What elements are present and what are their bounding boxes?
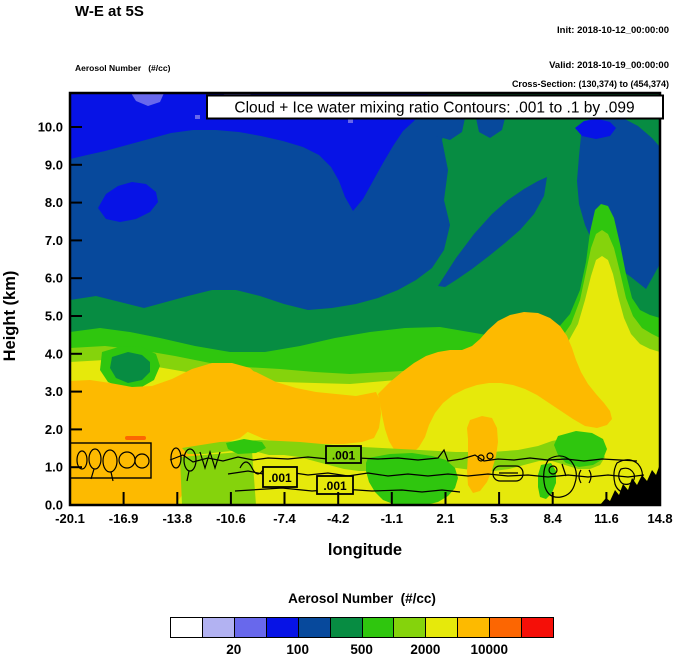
fill-yellowgreen-bottom-left: [180, 451, 256, 505]
x-tick: 8.4: [544, 511, 563, 526]
fill-darkblue-diagonal: [438, 177, 547, 287]
fill-orange-blob: [378, 312, 612, 457]
fill-blue-top-left: [70, 93, 428, 211]
x-axis-labels: -20.1 -16.9 -13.8 -10.6 -7.4 -4.2 -1.1 2…: [55, 511, 672, 526]
x-tick: -10.6: [216, 511, 246, 526]
y-tick: 8.0: [45, 195, 63, 210]
terrain-silhouette: [600, 464, 660, 505]
fill-periwinkle-a: [131, 93, 164, 106]
y-tick: 6.0: [45, 271, 63, 286]
y-tick: 7.0: [45, 233, 63, 248]
colorbar-swatch: [170, 617, 203, 638]
colorbar-swatch: [393, 617, 427, 638]
x-tick: -16.9: [109, 511, 139, 526]
colorbar-swatch: [361, 617, 395, 638]
x-tick: -13.8: [162, 511, 192, 526]
colorbar-tick: 100: [286, 642, 309, 657]
contour-info-text: Cloud + Ice water mixing ratio Contours:…: [234, 100, 634, 117]
init-time: Init: 2018-10-12_00:00:00: [557, 25, 669, 36]
x-tick: 11.6: [594, 511, 619, 526]
fill-redorange-dash: [125, 436, 146, 440]
colorbar-swatch: [297, 617, 331, 638]
y-axis-title: Height (km): [1, 271, 19, 362]
y-axis-labels: 0.0 1.0 2.0 3.0 4.0 5.0 6.0 7.0 8.0 9.0 …: [38, 120, 63, 513]
x-tick: 2.1: [436, 511, 454, 526]
axis-ticks: [69, 126, 661, 506]
colorbar-tick: 500: [350, 642, 373, 657]
fill-green-patch-strip: [226, 439, 266, 454]
colorbar-tick: 2000: [410, 642, 441, 657]
fill-orange-left: [70, 363, 264, 505]
fill-darkblue-patch-a: [428, 118, 465, 140]
y-tick: 2.0: [45, 422, 63, 437]
contour-label-2: .001: [332, 449, 356, 463]
cross-section-plot: .001 .001 .001 Cloud + Ice water mixing …: [1, 91, 673, 559]
x-tick: -20.1: [55, 511, 85, 526]
contour-label-boxes: .001 .001 .001: [262, 445, 362, 495]
colorbar-tick: 10000: [470, 642, 509, 657]
fill-green-patch-bottom: [366, 453, 458, 505]
plot-title: W-E at 5S: [75, 3, 144, 20]
contour-info-box: Cloud + Ice water mixing ratio Contours:…: [206, 94, 664, 120]
colorbar-title: Aerosol Number (#/cc): [288, 591, 436, 606]
colorbar-swatch: [265, 617, 299, 638]
x-tick: 5.3: [490, 511, 508, 526]
x-tick: 14.8: [647, 511, 672, 526]
colorbar-tick: 20: [226, 642, 242, 657]
valid-time: Valid: 2018-10-19_00:00:00: [549, 59, 669, 71]
colorbar-swatch: [233, 617, 267, 638]
fill-darkblue-patch-b: [476, 118, 505, 138]
fill-darkgreen-blob-left: [110, 352, 150, 383]
colorbar-swatch: [201, 617, 235, 638]
fill-blue-blob: [98, 182, 158, 222]
y-tick: 1.0: [45, 460, 63, 475]
y-tick: 10.0: [38, 120, 63, 135]
field-line-aerosol: Aerosol Number (#/cc): [75, 63, 171, 73]
fill-orange-mid: [234, 366, 381, 444]
y-tick: 3.0: [45, 384, 63, 399]
colorbar-swatch: [457, 617, 491, 638]
fill-periwinkle-c: [195, 115, 200, 119]
x-tick: -7.4: [273, 511, 296, 526]
colorbar-swatch: [489, 617, 523, 638]
fill-periwinkle-d: [348, 119, 353, 123]
cross-section-label: Cross-Section: (130,374) to (454,374): [511, 79, 669, 89]
x-tick: -4.2: [327, 511, 349, 526]
plot-border: [68, 91, 662, 507]
colorbar-swatch: [329, 617, 363, 638]
y-tick: 9.0: [45, 157, 63, 172]
cloud-contour-lines: [70, 442, 645, 498]
x-axis-title: longitude: [328, 541, 402, 559]
colorbar: [170, 617, 555, 638]
y-tick: 0.0: [45, 498, 63, 513]
colorbar-swatch: [521, 617, 555, 638]
contour-label-3: .001: [323, 479, 347, 493]
x-tick: -1.1: [381, 511, 403, 526]
y-tick: 5.0: [45, 309, 63, 324]
y-tick: 4.0: [45, 346, 63, 361]
colorbar-swatch: [425, 617, 459, 638]
fill-green-column-right: [538, 463, 556, 499]
contour-label-1: .001: [268, 471, 292, 485]
fill-blue-spot-right: [575, 119, 616, 139]
contour-fill-layers: .001 .001 .001: [70, 93, 660, 505]
init-valid-times: Init: 2018-10-12_00:00:00 Valid: 2018-10…: [549, 2, 669, 83]
